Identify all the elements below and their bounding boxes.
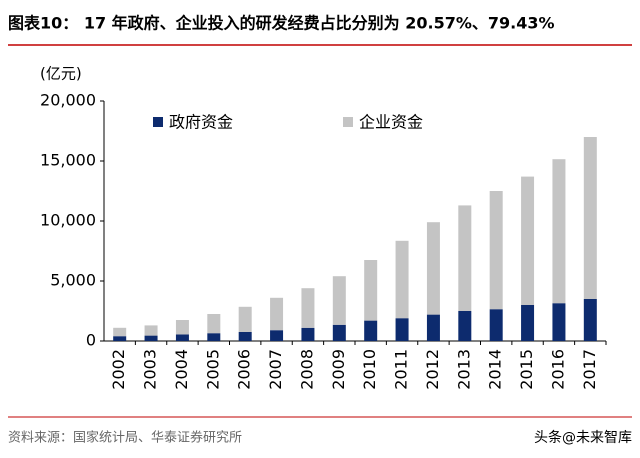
bar-segment xyxy=(458,311,472,341)
bar-segment xyxy=(364,320,378,341)
bar-segment xyxy=(238,306,252,332)
x-tick-label: 2008 xyxy=(297,349,316,390)
bar-segment xyxy=(583,137,597,299)
bar-segment xyxy=(144,325,158,336)
y-tick-label: 15,000 xyxy=(40,151,96,170)
x-tick-label: 2011 xyxy=(392,349,411,390)
bar-segment xyxy=(301,288,315,328)
bar-segment xyxy=(583,299,597,341)
x-tick-label: 2013 xyxy=(454,349,473,390)
bar-segment xyxy=(552,159,566,304)
bar-segment xyxy=(426,222,440,315)
y-tick-label: 0 xyxy=(86,331,96,350)
bar-segment xyxy=(207,314,221,334)
bar-segment xyxy=(144,335,158,341)
bar-segment xyxy=(489,191,503,310)
bar-segment xyxy=(175,320,189,335)
bar-segment xyxy=(552,303,566,341)
bar-segment xyxy=(270,297,284,331)
legend-swatch xyxy=(343,117,353,127)
bar-segment xyxy=(113,336,127,341)
y-axis-label: (亿元) xyxy=(40,65,82,83)
x-tick-label: 2007 xyxy=(266,349,285,390)
x-tick-label: 2012 xyxy=(423,349,442,390)
x-tick-label: 2006 xyxy=(235,349,254,390)
bar-segment xyxy=(489,309,503,341)
x-tick-label: 2002 xyxy=(109,349,128,390)
bar-segment xyxy=(332,276,346,325)
bar-segment xyxy=(521,176,535,305)
x-tick-label: 2004 xyxy=(172,349,191,390)
legend-label: 政府资金 xyxy=(169,113,233,132)
chart-title: 图表10： 17 年政府、企业投入的研发经费占比分别为 20.57%、79.43… xyxy=(8,14,555,33)
bar-segment xyxy=(207,333,221,341)
bar-segment xyxy=(364,260,378,321)
watermark: 头条@未来智库 xyxy=(534,429,632,446)
y-tick-label: 5,000 xyxy=(50,271,96,290)
x-tick-label: 2016 xyxy=(548,349,567,390)
x-tick-label: 2010 xyxy=(360,349,379,390)
y-tick-label: 20,000 xyxy=(40,91,96,110)
bar-segment xyxy=(175,334,189,341)
bar-segment xyxy=(301,327,315,341)
bar-segment xyxy=(238,332,252,341)
x-tick-label: 2017 xyxy=(580,349,599,390)
x-tick-label: 2009 xyxy=(329,349,348,390)
x-tick-label: 2003 xyxy=(141,349,160,390)
bar-segment xyxy=(395,318,409,341)
bar-segment xyxy=(113,327,127,337)
legend-label: 企业资金 xyxy=(359,113,423,132)
bar-segment xyxy=(332,324,346,341)
y-tick-label: 10,000 xyxy=(40,211,96,230)
bar-segment xyxy=(426,314,440,341)
bar-segment xyxy=(458,205,472,311)
legend-swatch xyxy=(153,117,163,127)
x-tick-label: 2014 xyxy=(486,349,505,390)
bar-segment xyxy=(395,240,409,319)
bar-segment xyxy=(270,330,284,341)
source-note: 资料来源：国家统计局、华泰证券研究所 xyxy=(8,430,242,446)
bar-segment xyxy=(521,305,535,341)
x-tick-label: 2005 xyxy=(203,349,222,390)
x-tick-label: 2015 xyxy=(517,349,536,390)
